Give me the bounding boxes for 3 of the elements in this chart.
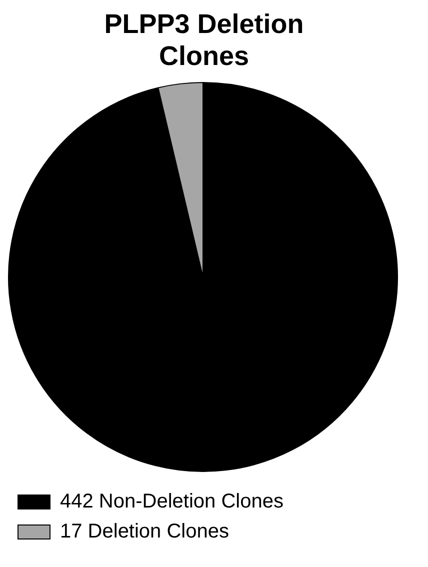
legend-label: 17 Deletion Clones — [60, 520, 229, 543]
legend-label: 442 Non-Deletion Clones — [60, 490, 284, 513]
chart-title: PLPP3 Deletion Clones — [103, 8, 305, 72]
